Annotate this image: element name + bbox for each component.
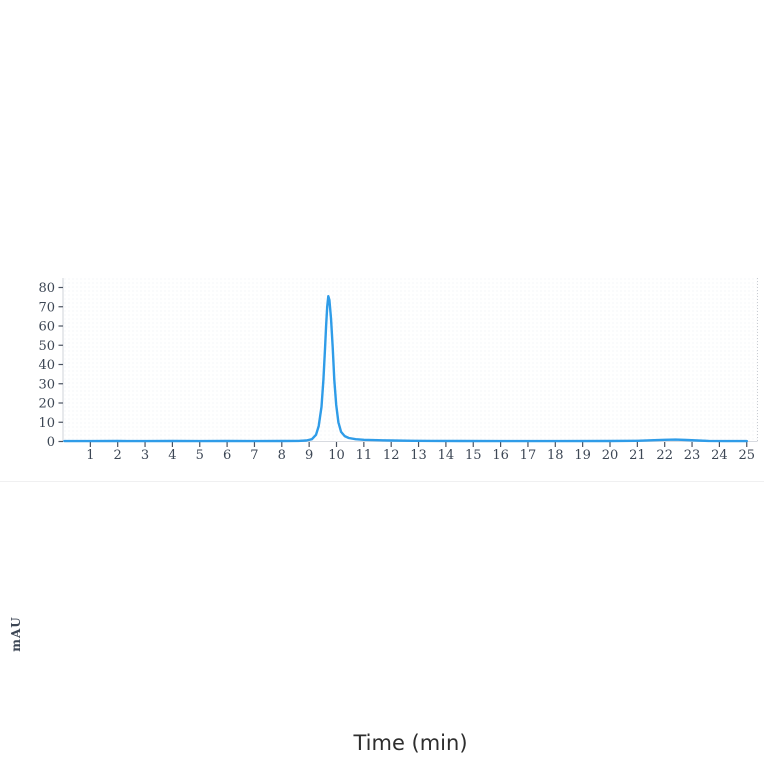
- plot-background: [63, 278, 758, 442]
- x-tick-label: 13: [410, 448, 427, 463]
- x-tick-label: 4: [168, 448, 176, 463]
- x-tick-label: 22: [656, 448, 673, 463]
- x-tick-label: 24: [711, 448, 728, 463]
- x-tick-label: 1: [86, 448, 94, 463]
- x-tick-label: 2: [114, 448, 122, 463]
- x-tick-label: 23: [684, 448, 701, 463]
- x-tick-label: 21: [629, 448, 646, 463]
- y-tick-label: 70: [38, 300, 55, 315]
- x-tick-label: 6: [223, 448, 231, 463]
- x-tick-label: 8: [278, 448, 286, 463]
- x-axis-title: Time (min): [353, 731, 468, 755]
- x-tick-label: 3: [141, 448, 149, 463]
- y-tick-label: 80: [38, 281, 55, 296]
- x-tick-label: 5: [196, 448, 204, 463]
- y-tick-label: 50: [38, 339, 55, 354]
- chart-bottom-border: [0, 481, 764, 482]
- x-tick-label: 17: [520, 448, 537, 463]
- y-tick-label: 0: [47, 435, 55, 450]
- x-tick-label: 15: [465, 448, 482, 463]
- y-tick-label: 30: [38, 377, 55, 392]
- x-tick-label: 7: [250, 448, 258, 463]
- trace-line: [63, 295, 748, 443]
- x-tick-label: 25: [738, 448, 755, 463]
- x-tick-label: 10: [328, 448, 345, 463]
- x-tick-label: 14: [438, 448, 455, 463]
- x-tick-label: 11: [356, 448, 373, 463]
- y-axis-title: mAU: [9, 616, 23, 652]
- x-tick-label: 20: [602, 448, 619, 463]
- x-tick-label: 12: [383, 448, 400, 463]
- y-tick-label: 20: [38, 397, 55, 412]
- x-tick-label: 9: [305, 448, 313, 463]
- x-tick-label: 18: [547, 448, 564, 463]
- x-tick-label: 16: [492, 448, 509, 463]
- y-tick-label: 10: [38, 416, 55, 431]
- chromatogram-chart: 0 10 20 30 40 50 60 70 80 1 2 3 4 5 6 7 8 9 10 11 12 13 14 15 16…: [0, 270, 764, 755]
- y-tick-label: 40: [38, 358, 55, 373]
- x-tick-label: 19: [574, 448, 591, 463]
- y-tick-label: 60: [38, 320, 55, 335]
